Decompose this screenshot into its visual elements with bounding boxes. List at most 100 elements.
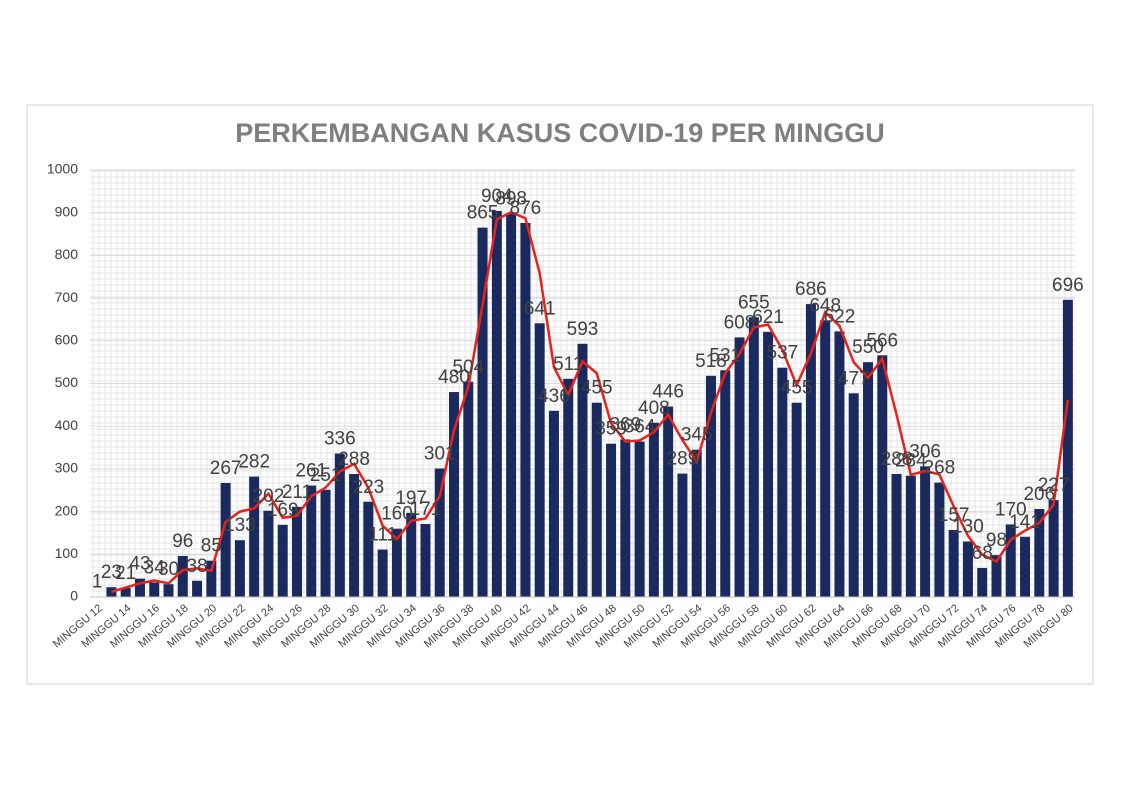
data-label: 141 — [1009, 512, 1041, 533]
data-label: 477 — [838, 368, 870, 389]
data-label: 111 — [368, 525, 397, 546]
bar — [735, 337, 745, 597]
data-label: 455 — [781, 378, 813, 399]
data-label: 364 — [624, 417, 656, 438]
data-label: 301 — [424, 443, 456, 464]
data-label: 289 — [667, 449, 699, 470]
y-tick-label: 600 — [55, 332, 79, 348]
data-label: 223 — [353, 477, 385, 498]
data-label: 504 — [452, 357, 484, 378]
bar — [321, 490, 331, 597]
y-tick-label: 500 — [55, 374, 79, 390]
data-label: 566 — [866, 330, 898, 351]
data-label: 593 — [567, 319, 599, 340]
bar — [920, 466, 930, 597]
data-label: 130 — [952, 517, 984, 538]
bar — [806, 304, 816, 597]
data-label: 622 — [824, 306, 856, 327]
bar — [1006, 524, 1016, 597]
bar — [677, 474, 687, 597]
bar — [977, 568, 987, 597]
bar — [906, 476, 916, 597]
bar — [506, 214, 516, 597]
bar — [549, 411, 559, 597]
bar — [221, 483, 231, 597]
bar — [606, 444, 616, 597]
data-label: 30 — [158, 559, 179, 580]
y-tick-label: 900 — [55, 203, 79, 219]
y-tick-label: 0 — [70, 588, 78, 604]
data-label: 96 — [172, 531, 193, 552]
bar — [934, 483, 944, 597]
bar — [164, 584, 174, 597]
bar — [749, 317, 759, 597]
data-label: 455 — [581, 378, 613, 399]
data-label: 621 — [752, 307, 784, 328]
data-label: 336 — [324, 429, 356, 450]
bar — [535, 323, 545, 597]
bar — [820, 320, 830, 597]
bar — [520, 223, 530, 597]
bar — [706, 376, 716, 597]
bar — [420, 524, 430, 597]
bar — [649, 423, 659, 597]
data-label: 267 — [210, 458, 242, 479]
bar — [949, 530, 959, 597]
bar — [263, 511, 273, 597]
data-label: 169 — [267, 500, 299, 521]
data-label: 608 — [724, 312, 756, 333]
chart-title: PERKEMBANGAN KASUS COVID-19 PER MINGGU — [235, 118, 885, 148]
bar — [492, 211, 502, 597]
bar — [378, 550, 388, 597]
y-tick-label: 300 — [55, 460, 79, 476]
data-label: 282 — [238, 452, 270, 473]
data-label: 531 — [709, 345, 741, 366]
bar — [849, 393, 859, 597]
bar — [877, 355, 887, 597]
y-tick-label: 1000 — [47, 161, 78, 177]
data-label: 446 — [652, 382, 684, 403]
data-label: 133 — [224, 515, 256, 536]
bar — [620, 439, 630, 597]
data-label: 537 — [767, 343, 799, 364]
data-label: 171 — [410, 499, 442, 520]
data-label: 251 — [310, 465, 342, 486]
bar — [1049, 500, 1059, 597]
bar — [863, 362, 873, 597]
bar — [692, 450, 702, 597]
bar — [777, 368, 787, 597]
bar — [435, 468, 445, 597]
y-tick-label: 100 — [55, 545, 79, 561]
data-label: 98 — [986, 530, 1007, 551]
bar — [363, 502, 373, 597]
data-label: 511 — [553, 354, 583, 375]
data-label: 288 — [338, 449, 370, 470]
bar — [663, 407, 673, 597]
bar — [192, 581, 202, 597]
data-label: 227 — [1038, 475, 1070, 496]
bar — [206, 561, 216, 597]
bar — [892, 474, 902, 597]
y-tick-label: 800 — [55, 246, 79, 262]
bar — [1020, 537, 1030, 597]
bar — [635, 442, 645, 597]
data-label: 696 — [1052, 275, 1084, 296]
bar — [278, 525, 288, 597]
bar — [763, 332, 773, 597]
data-label: 38 — [186, 556, 207, 577]
data-label: 211 — [282, 482, 312, 503]
data-label: 876 — [510, 198, 542, 219]
data-label: 85 — [201, 536, 222, 557]
bar — [563, 379, 573, 597]
data-label: 436 — [538, 386, 570, 407]
y-tick-label: 400 — [55, 417, 79, 433]
y-tick-label: 200 — [55, 502, 79, 518]
data-label: 345 — [681, 425, 713, 446]
bar — [1063, 300, 1073, 597]
data-label: 641 — [524, 298, 556, 319]
bar — [149, 582, 159, 597]
y-tick-label: 700 — [55, 289, 79, 305]
bar — [463, 382, 473, 597]
bar — [235, 540, 245, 597]
